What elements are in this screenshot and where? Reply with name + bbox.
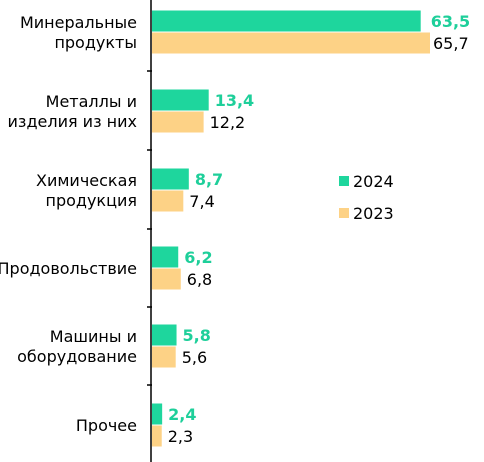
data-label-2024: 63,5 [431, 12, 470, 31]
category-label: Машины и оборудование [17, 327, 137, 366]
bar-2024 [152, 89, 209, 111]
bar-2024 [152, 403, 163, 425]
data-label-2024: 8,7 [195, 170, 223, 189]
bars-group [152, 10, 430, 447]
legend: 2024 2023 [339, 172, 394, 223]
data-label-2023: 12,2 [210, 113, 246, 132]
category-label: Прочее [76, 416, 137, 435]
bar-2024 [152, 246, 179, 268]
legend-swatch-2023 [339, 208, 349, 218]
axis-ticks [147, 70, 152, 386]
legend-label-2023: 2023 [353, 204, 394, 223]
bar-2024 [152, 168, 189, 190]
bar-2023 [152, 32, 430, 54]
data-label-2023: 7,4 [189, 192, 214, 211]
legend-swatch-2024 [339, 176, 349, 186]
data-label-2024: 13,4 [215, 91, 254, 110]
bar-2024 [152, 324, 177, 346]
legend-label-2024: 2024 [353, 172, 394, 191]
bar-2024 [152, 10, 421, 32]
data-label-2023: 5,6 [182, 348, 207, 367]
data-label-2024: 5,8 [183, 326, 211, 345]
bar-2023 [152, 268, 181, 290]
data-label-2023: 65,7 [433, 34, 469, 53]
category-label: Продовольствие [0, 259, 137, 278]
data-label-2024: 6,2 [184, 248, 212, 267]
data-label-2023: 6,8 [187, 270, 212, 289]
category-label: Минеральные продукты [20, 13, 137, 52]
labels-group: Минеральные продукты 63,5 65,7 Металлы и изде… [0, 12, 470, 446]
data-label-2023: 2,3 [168, 427, 193, 446]
data-label-2024: 2,4 [168, 405, 196, 424]
bar-2023 [152, 190, 184, 212]
bar-2023 [152, 346, 176, 368]
category-label: Химическая продукция [36, 171, 137, 210]
bar-2023 [152, 425, 162, 447]
category-label: Металлы и изделия из них [8, 92, 137, 131]
bar-2023 [152, 111, 204, 133]
